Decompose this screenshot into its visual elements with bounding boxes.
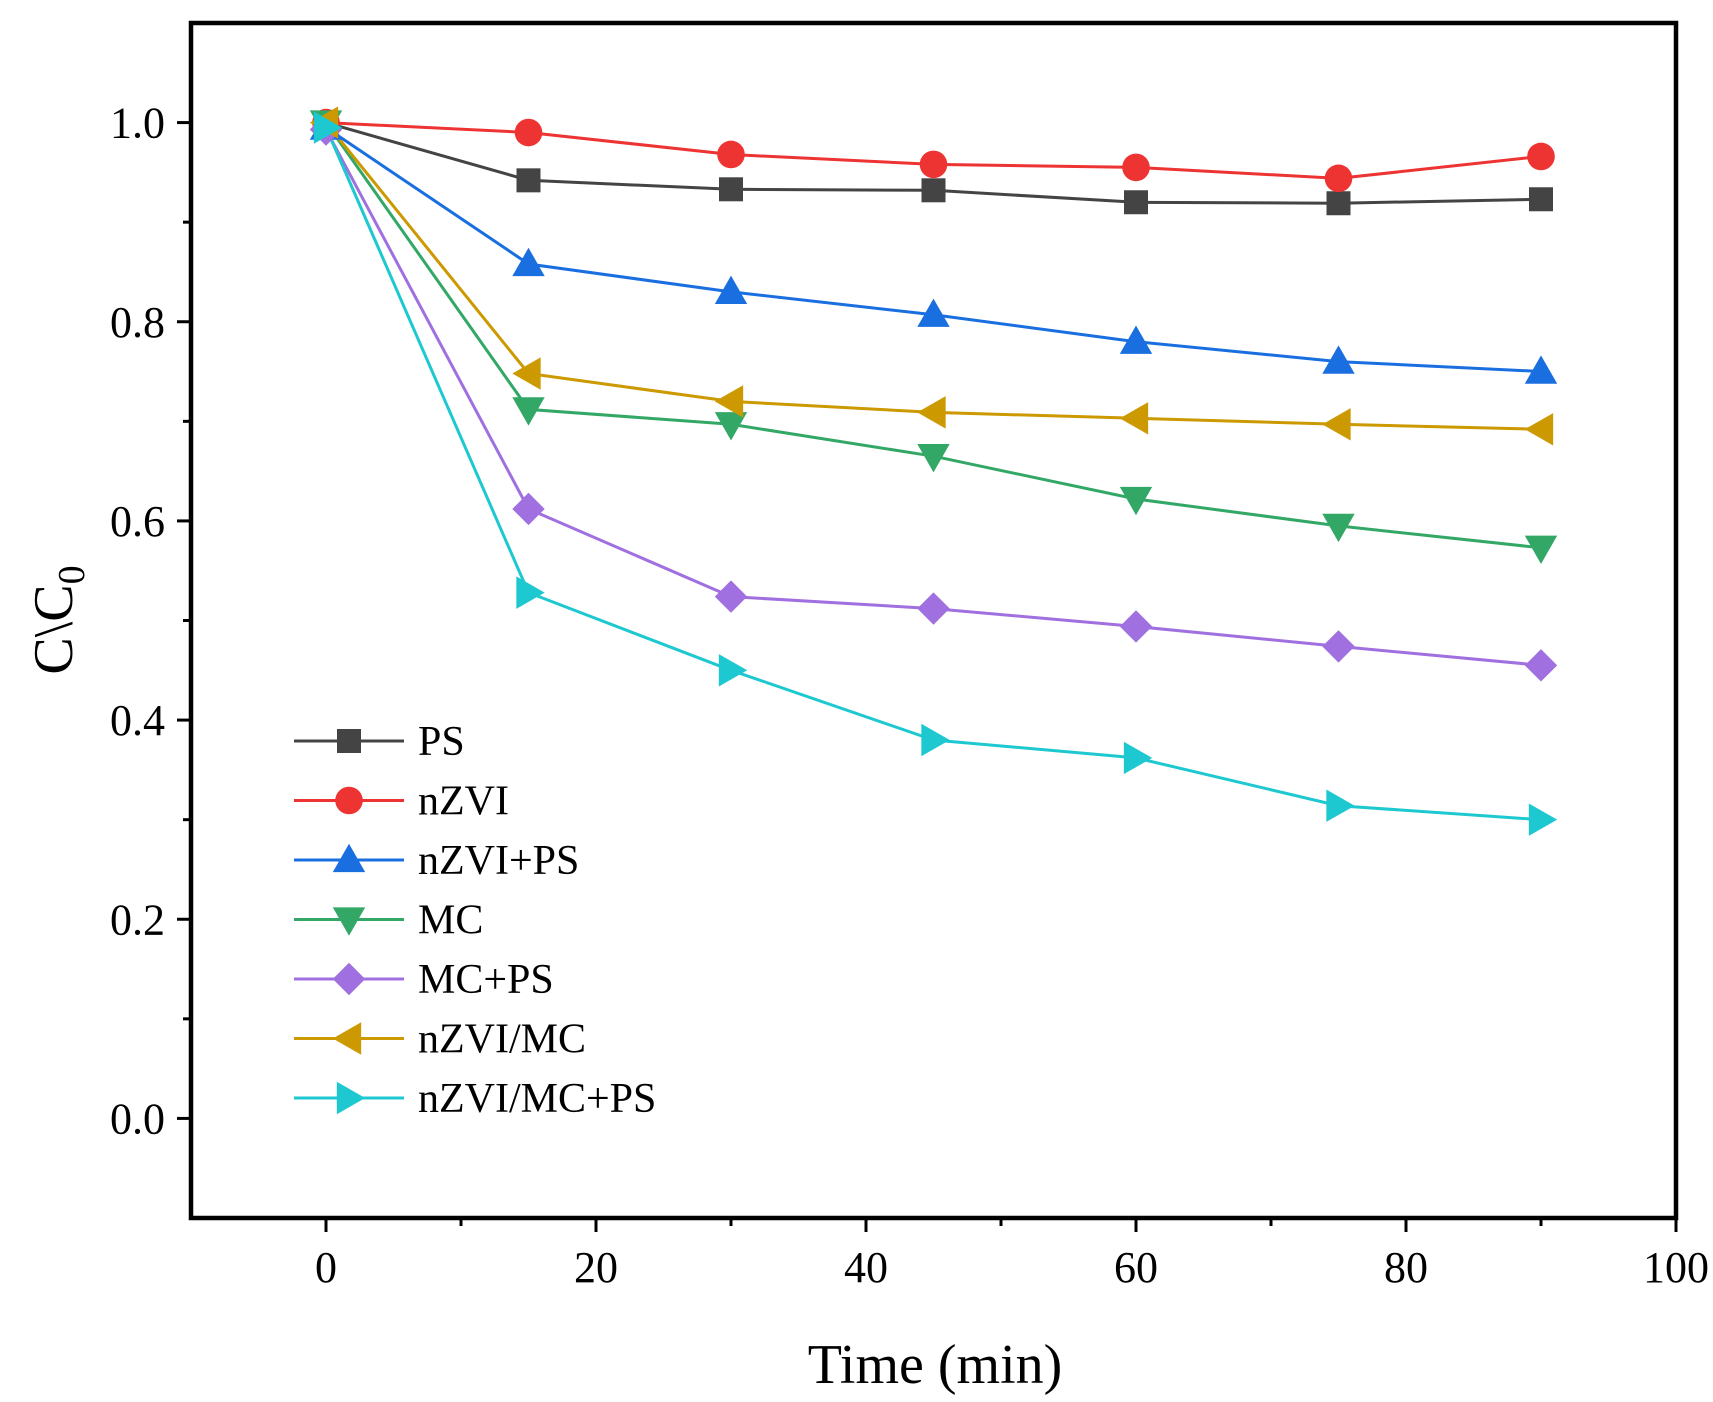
data-point-nzvi xyxy=(717,140,745,169)
data-point-nzvi xyxy=(1324,164,1353,193)
data-point-ps xyxy=(516,168,541,193)
data-point-nzvi-mc-ps xyxy=(718,654,748,687)
legend-marker xyxy=(332,843,366,873)
data-point-ps xyxy=(719,177,743,202)
legend-marker xyxy=(332,962,366,996)
data-point-nzvi-mc xyxy=(1524,413,1554,446)
legend-label: MC+PS xyxy=(418,957,554,1003)
legend-label: nZVI xyxy=(418,779,509,825)
legend-marker xyxy=(337,729,361,753)
y-tick-label: 0.8 xyxy=(110,298,165,347)
legend-item-ps: PS xyxy=(294,719,465,765)
legend-label: nZVI/MC+PS xyxy=(418,1076,656,1122)
legend-label: PS xyxy=(418,719,465,765)
data-point-nzvi-ps xyxy=(1524,355,1558,384)
x-tick-label: 0 xyxy=(315,1243,337,1292)
data-point-nzvi-mc-ps xyxy=(921,723,950,757)
legend-item-mc: MC xyxy=(294,898,483,944)
y-tick-label: 0.0 xyxy=(110,1094,165,1143)
y-tick-labels: 0.0 0.2 0.4 0.6 0.8 1.0 xyxy=(110,99,165,1144)
data-point-nzvi-mc xyxy=(512,357,541,390)
data-point-nzvi-mc-ps xyxy=(1123,741,1153,775)
legend-label: nZVI/MC xyxy=(418,1017,586,1063)
legend-item-nzvi-ps: nZVI+PS xyxy=(294,838,579,884)
legend-marker xyxy=(335,786,363,815)
y-axis-title-subscript: 0 xyxy=(51,565,93,584)
x-tick-label: 60 xyxy=(1114,1243,1158,1292)
data-point-nzvi-mc-ps xyxy=(1528,803,1558,836)
data-point-mc xyxy=(1322,513,1355,543)
x-axis-title: Time (min) xyxy=(808,1334,1063,1396)
data-point-nzvi-ps xyxy=(1119,325,1153,354)
data-point-ps xyxy=(1529,187,1553,212)
data-point-nzvi-ps xyxy=(512,247,545,277)
data-point-nzvi-mc-ps xyxy=(1326,789,1355,822)
data-point-mc xyxy=(1119,486,1153,516)
legend-item-mc-ps: MC+PS xyxy=(294,957,554,1003)
data-point-mc-ps xyxy=(1524,649,1558,682)
data-point-nzvi-mc xyxy=(1322,408,1351,441)
x-tick-labels: 0 20 40 60 80 100 xyxy=(315,1243,1709,1292)
data-point-mc xyxy=(917,444,950,473)
x-tick-label: 40 xyxy=(844,1243,888,1292)
data-point-ps xyxy=(1326,191,1351,216)
data-point-mc xyxy=(1524,535,1558,565)
legend-item-nzvi-mc: nZVI/MC xyxy=(294,1017,586,1063)
legend-marker xyxy=(332,907,366,936)
data-point-nzvi-ps xyxy=(917,298,950,327)
data-point-mc-ps xyxy=(714,580,748,613)
data-point-mc-ps xyxy=(1322,630,1355,663)
legend-marker xyxy=(336,1081,366,1115)
data-point-mc-ps xyxy=(917,592,950,625)
series-markers xyxy=(309,106,1558,836)
data-point-nzvi xyxy=(1527,142,1555,171)
data-point-nzvi-mc xyxy=(917,396,946,429)
x-tick-label: 100 xyxy=(1643,1243,1709,1292)
legend: PS nZVI nZVI+PS MC MC+PS nZVI/MC nZVI/MC+PS xyxy=(294,719,656,1122)
data-point-mc-ps xyxy=(1119,610,1153,643)
x-tick-label: 20 xyxy=(574,1243,618,1292)
data-point-ps xyxy=(1124,190,1148,215)
data-point-nzvi-mc-ps xyxy=(516,576,545,609)
data-point-nzvi-ps xyxy=(714,275,748,305)
data-point-nzvi-mc xyxy=(714,385,744,418)
legend-label: nZVI+PS xyxy=(418,838,579,884)
legend-label: MC xyxy=(418,898,483,944)
data-point-ps xyxy=(921,178,946,203)
legend-marker xyxy=(332,1022,362,1055)
legend-item-nzvi-mc-ps: nZVI/MC+PS xyxy=(294,1076,656,1122)
y-tick-label: 0.2 xyxy=(110,895,165,944)
data-point-nzvi xyxy=(919,150,948,179)
axis-ticks xyxy=(177,121,1678,1232)
x-tick-label: 80 xyxy=(1384,1243,1428,1292)
data-point-nzvi-mc xyxy=(1119,402,1149,435)
y-tick-label: 0.4 xyxy=(110,696,165,745)
svg-text:C\C0: C\C0 xyxy=(23,565,93,674)
data-point-nzvi-ps xyxy=(1322,345,1355,374)
data-point-nzvi xyxy=(514,118,543,147)
data-point-mc xyxy=(512,397,545,426)
data-point-mc xyxy=(714,412,748,441)
y-tick-label: 0.6 xyxy=(110,497,165,546)
legend-item-nzvi: nZVI xyxy=(294,779,509,825)
data-point-mc-ps xyxy=(512,492,545,526)
y-axis-title: C\C0 xyxy=(23,565,93,674)
y-axis-title-main: C\C xyxy=(23,584,85,674)
y-tick-label: 1.0 xyxy=(110,99,165,148)
data-point-nzvi xyxy=(1122,153,1150,182)
data-point-nzvi-mc-ps xyxy=(313,111,343,144)
